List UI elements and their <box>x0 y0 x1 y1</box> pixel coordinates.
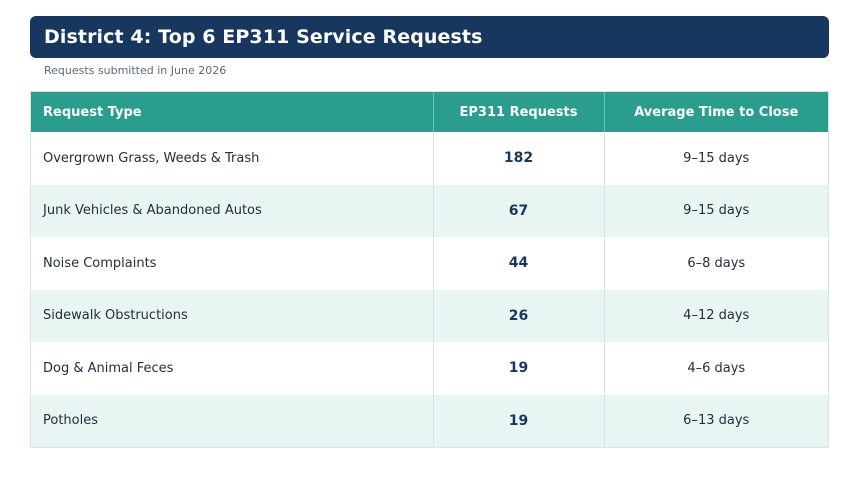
time-to-close-cell: 4–6 days <box>604 342 828 395</box>
page-title: District 4: Top 6 EP311 Service Requests <box>44 26 483 48</box>
request-count-cell: 26 <box>433 289 605 342</box>
request-type-cell: Sidewalk Obstructions <box>31 289 434 342</box>
table-row: Dog & Animal Feces 19 4–6 days <box>31 342 828 395</box>
time-to-close-cell: 6–13 days <box>604 394 828 447</box>
column-header-average-time: Average Time to Close <box>604 92 828 132</box>
table-row: Overgrown Grass, Weeds & Trash 182 9–15 … <box>31 132 828 185</box>
request-type-cell: Overgrown Grass, Weeds & Trash <box>31 132 434 185</box>
request-type-cell: Potholes <box>31 394 434 447</box>
request-type-cell: Dog & Animal Feces <box>31 342 434 395</box>
page-subtitle: Requests submitted in June 2026 <box>44 64 227 77</box>
column-header-ep311-requests: EP311 Requests <box>433 92 605 132</box>
time-to-close-cell: 6–8 days <box>604 237 828 290</box>
request-type-cell: Noise Complaints <box>31 237 434 290</box>
table-row: Junk Vehicles & Abandoned Autos 67 9–15 … <box>31 184 828 237</box>
table-header-row: Request Type EP311 Requests Average Time… <box>31 92 828 132</box>
table-row: Noise Complaints 44 6–8 days <box>31 237 828 290</box>
time-to-close-cell: 9–15 days <box>604 184 828 237</box>
request-type-cell: Junk Vehicles & Abandoned Autos <box>31 184 434 237</box>
time-to-close-cell: 9–15 days <box>604 132 828 185</box>
time-to-close-cell: 4–12 days <box>604 289 828 342</box>
request-count-cell: 67 <box>433 184 605 237</box>
title-banner: District 4: Top 6 EP311 Service Requests <box>30 16 829 58</box>
table-row: Potholes 19 6–13 days <box>31 394 828 447</box>
request-count-cell: 182 <box>433 132 605 185</box>
requests-table: Request Type EP311 Requests Average Time… <box>31 92 828 447</box>
request-count-cell: 19 <box>433 394 605 447</box>
column-header-request-type: Request Type <box>31 92 434 132</box>
requests-table-container: Request Type EP311 Requests Average Time… <box>30 91 829 448</box>
request-count-cell: 44 <box>433 237 605 290</box>
table-row: Sidewalk Obstructions 26 4–12 days <box>31 289 828 342</box>
request-count-cell: 19 <box>433 342 605 395</box>
